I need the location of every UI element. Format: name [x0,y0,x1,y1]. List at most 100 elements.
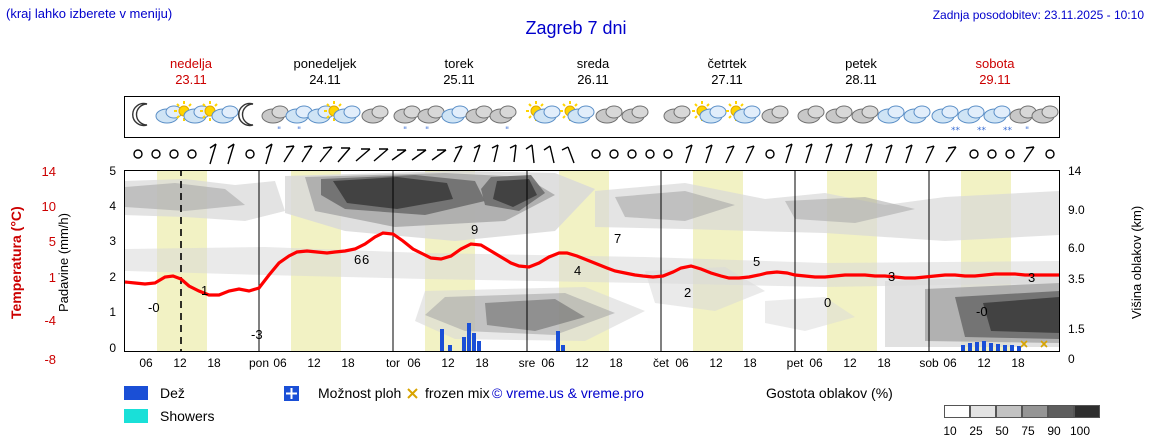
xtick-18: 18 [743,356,757,370]
xtick-7: tor [385,356,400,370]
storm-icon [284,386,299,401]
temp-label-3: 6 [354,252,362,267]
density-swatch-25 [970,405,996,418]
xtick-20: 06 [809,356,823,370]
svg-text:": " [297,126,301,136]
xtick-8: 06 [407,356,421,370]
height-tick-35: 3.5 [1068,272,1085,286]
temp-tick-1: 1 [48,270,56,285]
temp-label-7: 7 [614,231,622,246]
xtick-23: sob [919,356,939,370]
temp-label-10: 0 [824,295,832,310]
density-swatch-100 [1074,405,1100,418]
legend-rain-label: Dež [160,385,185,401]
temp-label-8: 2 [684,285,692,300]
xtick-16: 06 [675,356,689,370]
xtick-25: 12 [977,356,991,370]
height-tick-6: 6.0 [1068,241,1085,255]
precip-tick-5: 5 [109,164,116,178]
day-header-3: sreda 26.11 [576,56,610,87]
day-separators [258,171,930,351]
svg-text:": " [425,126,429,136]
legend-cloud-density-label: Gostota oblakov (%) [766,385,893,401]
temp-label-13: 3 [1028,270,1036,285]
density-value-25: 25 [969,424,983,438]
xtick-5: 12 [307,356,321,370]
temp-tick-10: 10 [41,199,56,214]
xtick-11: sre [518,356,536,370]
xtick-22: 18 [877,356,891,370]
temp-tick-m8: -8 [44,352,56,367]
day-header-0: nedelja 23.11 [170,56,212,87]
density-value-75: 75 [1021,424,1035,438]
page-title: Zagreb 7 dni [525,18,627,38]
forecast-plot [124,97,1060,352]
xtick-6: 18 [341,356,355,370]
density-value-90: 90 [1047,424,1061,438]
xtick-15: čet [652,356,669,370]
xtick-2: 18 [207,356,221,370]
temperature-axis-title: Temperatura (°C) [8,206,24,319]
svg-text:": " [277,126,281,136]
xtick-4: 06 [273,356,287,370]
xtick-3: pon [248,356,270,370]
day-header-2: torek 25.11 [443,56,475,87]
temp-label-5: 9 [471,222,479,237]
temp-label-12: -0 [976,304,988,319]
density-swatch-10 [944,405,970,418]
legend-rain-swatch [124,386,148,400]
svg-text:": " [403,126,407,136]
weather-icon-strip: " " " " " ** ** ** " [124,96,1060,138]
legend-showers-swatch [124,409,148,423]
xtick-19: pet [786,356,804,370]
legend-storm-label: Možnost ploh [318,385,402,401]
svg-text:**: ** [1003,126,1013,136]
svg-text:": " [505,126,509,136]
plot-svg [124,97,1059,351]
density-swatch-50 [996,405,1022,418]
density-swatch-75 [1022,405,1048,418]
day-header-4: četrtek 27.11 [707,56,747,87]
density-value-10: 10 [943,424,957,438]
temp-label-4: 6 [362,252,370,267]
temp-label-11: 3 [888,269,896,284]
temp-tick-14: 14 [41,164,56,179]
temp-tick-5: 5 [48,234,56,249]
legend-mix-label: frozen mix [425,385,490,401]
day-header-1: ponedeljek 24.11 [293,56,357,87]
density-value-50: 50 [995,424,1009,438]
credit-link[interactable]: © vreme.us & vreme.pro [492,385,644,401]
frozen-mix-icon [405,386,420,401]
xtick-10: 18 [475,356,489,370]
weather-icons-svg: " " " " " ** ** ** " [132,100,1059,136]
height-tick-15: 1.5 [1068,322,1085,336]
day-header-6: sobota 29.11 [975,56,1015,87]
svg-text:**: ** [977,126,987,136]
temp-tick-m4: -4 [44,313,56,328]
xtick-9: 12 [441,356,455,370]
height-tick-9: 9.0 [1068,203,1085,217]
temp-label-0: -0 [148,300,160,315]
svg-text:**: ** [951,126,961,136]
legend-showers-label: Showers [160,408,215,424]
xtick-1: 12 [173,356,187,370]
precip-tick-3: 3 [109,234,116,248]
precip-axis-title: Padavine (mm/h) [56,213,71,312]
temp-label-9: 5 [753,254,761,269]
xtick-0: 06 [139,356,153,370]
wind-barbs-svg [133,143,1055,165]
temp-label-6: 4 [574,263,582,278]
density-swatch-90 [1048,405,1074,418]
wind-barb-strip [124,138,1060,170]
precip-tick-2: 2 [109,270,116,284]
cloud-height-axis-title: Višina oblakov (km) [1129,205,1144,320]
temperature-curve [124,231,1059,297]
precip-tick-4: 4 [109,199,116,213]
temp-label-1: 1 [201,283,209,298]
xtick-12: 06 [541,356,555,370]
precip-tick-0: 0 [109,341,116,355]
precip-tick-1: 1 [109,305,116,319]
frozen-mix-markers [1020,340,1048,348]
height-tick-14: 14 [1068,164,1082,178]
svg-text:": " [1025,126,1029,136]
